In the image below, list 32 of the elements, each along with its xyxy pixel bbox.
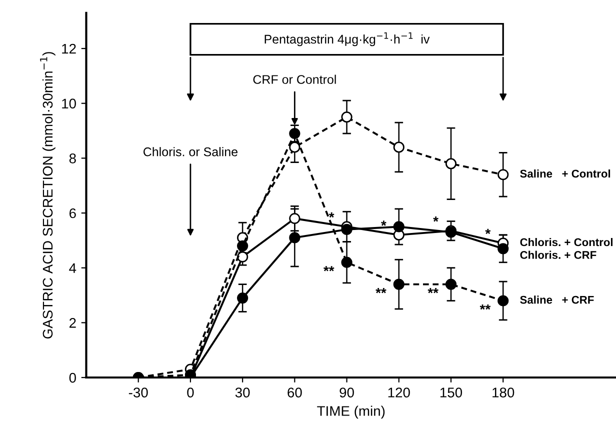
annotation: Chloris. or Saline xyxy=(144,147,238,156)
x-tick-label: 120 xyxy=(388,388,410,398)
annotation: * xyxy=(328,212,334,218)
y-tick-label: 8 xyxy=(69,154,76,164)
y-tick-label: 0 xyxy=(69,372,76,383)
y-tick-label: 12 xyxy=(62,44,76,54)
y-tick-label: 4 xyxy=(69,263,76,273)
annotation: * xyxy=(485,228,491,234)
annotation: ** xyxy=(428,288,438,294)
annotation: * xyxy=(381,220,386,226)
annotation: ** xyxy=(324,266,334,272)
series-label: Saline + Control xyxy=(520,169,610,178)
x-tick-label: -30 xyxy=(128,388,148,398)
annotation: CRF or Control xyxy=(253,74,336,84)
annotation: Pentagastrin 4μg·kg$^{−1}$·h$^{−1}$ iv xyxy=(264,32,430,46)
series-label: Chloris. + Control xyxy=(520,238,612,246)
annotation: * xyxy=(433,216,438,222)
series-label: Saline + CRF xyxy=(520,296,594,304)
series-label: Chloris. + CRF xyxy=(520,250,596,259)
y-tick-label: 2 xyxy=(69,318,76,328)
annotation: ** xyxy=(480,304,491,310)
x-tick-label: 180 xyxy=(492,388,514,398)
x-tick-label: 150 xyxy=(440,388,462,398)
y-tick-label: 10 xyxy=(62,98,76,109)
x-tick-label: 30 xyxy=(235,388,250,398)
x-tick-label: 0 xyxy=(187,388,194,398)
x-tick-label: 90 xyxy=(340,388,354,398)
x-axis-title: TIME (min) xyxy=(317,406,385,419)
y-tick-label: 6 xyxy=(70,208,76,218)
x-tick-label: 60 xyxy=(288,388,302,398)
annotation: ** xyxy=(376,288,386,294)
y-axis-title: GASTRIC ACID SECRETION (mmol·30min$^{−1}$) xyxy=(40,52,56,339)
